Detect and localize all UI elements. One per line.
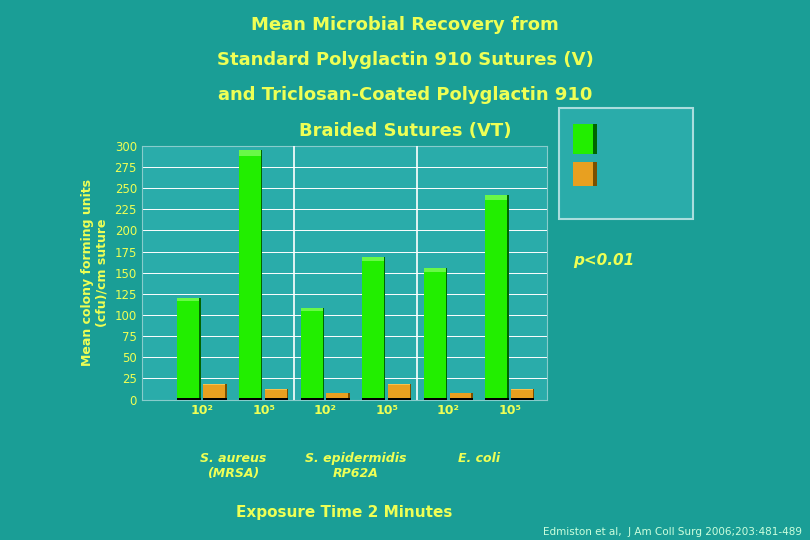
Bar — [322, 308, 324, 400]
Bar — [177, 399, 201, 400]
Bar — [362, 399, 386, 400]
Bar — [326, 393, 348, 400]
Text: V: V — [603, 130, 616, 148]
Bar — [239, 399, 262, 400]
Y-axis label: Mean colony forming units
(cfu)/cm suture: Mean colony forming units (cfu)/cm sutur… — [81, 179, 109, 366]
Bar — [485, 195, 507, 400]
Text: Exposure Time 2 Minutes: Exposure Time 2 Minutes — [236, 505, 453, 521]
Text: Braided Sutures (VT): Braided Sutures (VT) — [299, 122, 511, 139]
Bar — [485, 399, 509, 400]
Bar — [261, 150, 262, 400]
Bar — [287, 389, 288, 400]
Bar — [362, 258, 384, 261]
Text: S. epidermidis
RP62A: S. epidermidis RP62A — [305, 453, 407, 481]
Bar — [388, 384, 410, 400]
Bar — [265, 389, 287, 400]
Text: p<0.01: p<0.01 — [573, 253, 634, 268]
Bar — [424, 268, 446, 272]
Bar — [410, 384, 411, 400]
Bar — [485, 195, 507, 200]
Bar — [203, 384, 225, 400]
Bar — [424, 399, 447, 400]
Text: Mean Microbial Recovery from: Mean Microbial Recovery from — [251, 16, 559, 34]
Bar — [388, 399, 411, 400]
Text: VT: VT — [603, 165, 628, 183]
Bar — [301, 308, 322, 400]
Bar — [533, 389, 535, 400]
Text: E. coli: E. coli — [458, 453, 500, 465]
Bar — [471, 393, 473, 400]
Bar — [450, 393, 471, 400]
Bar — [348, 393, 350, 400]
Bar — [301, 308, 322, 310]
Bar — [511, 399, 535, 400]
Bar — [177, 298, 199, 400]
Text: Edmiston et al,  J Am Coll Surg 2006;203:481-489: Edmiston et al, J Am Coll Surg 2006;203:… — [543, 527, 802, 537]
Bar — [225, 384, 227, 400]
Bar — [326, 399, 350, 400]
Bar — [203, 399, 227, 400]
Bar — [446, 268, 447, 400]
Bar — [199, 298, 201, 400]
Bar — [177, 298, 199, 301]
Bar — [265, 399, 288, 400]
Bar — [362, 258, 384, 400]
Bar — [301, 399, 324, 400]
Bar — [511, 389, 533, 400]
Bar — [424, 268, 446, 400]
Text: S. aureus
(MRSA): S. aureus (MRSA) — [199, 453, 266, 481]
Bar — [507, 195, 509, 400]
Bar — [384, 258, 386, 400]
Text: Standard Polyglactin 910 Sutures (V): Standard Polyglactin 910 Sutures (V) — [216, 51, 594, 69]
Bar — [239, 150, 261, 156]
Bar — [450, 399, 473, 400]
Bar — [239, 150, 261, 400]
Text: and Triclosan-Coated Polyglactin 910: and Triclosan-Coated Polyglactin 910 — [218, 86, 592, 104]
Text: N=10: N=10 — [573, 199, 616, 213]
